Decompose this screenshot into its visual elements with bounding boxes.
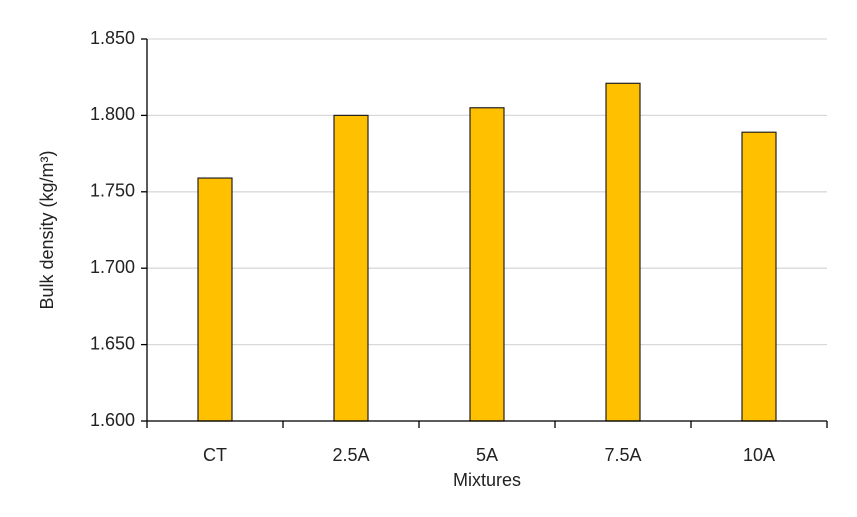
x-tick-label: 5A — [476, 445, 498, 465]
x-tick-label: 7.5A — [604, 445, 641, 465]
x-tick-label: CT — [203, 445, 227, 465]
bar — [333, 114, 369, 422]
x-tick-label: 2.5A — [332, 445, 369, 465]
y-axis-title: Bulk density (kg/m³) — [37, 150, 57, 309]
y-tick-label: 1.700 — [90, 257, 135, 277]
y-tick-label: 1.600 — [90, 410, 135, 430]
bar — [469, 107, 505, 422]
x-axis-title: Mixtures — [453, 470, 521, 490]
y-tick-label: 1.800 — [90, 104, 135, 124]
bar — [741, 131, 777, 422]
x-tick-label: 10A — [743, 445, 775, 465]
y-tick-label: 1.850 — [90, 28, 135, 48]
bar — [605, 82, 641, 422]
y-tick-label: 1.650 — [90, 333, 135, 353]
bar — [197, 177, 233, 422]
y-tick-label: 1.750 — [90, 181, 135, 201]
